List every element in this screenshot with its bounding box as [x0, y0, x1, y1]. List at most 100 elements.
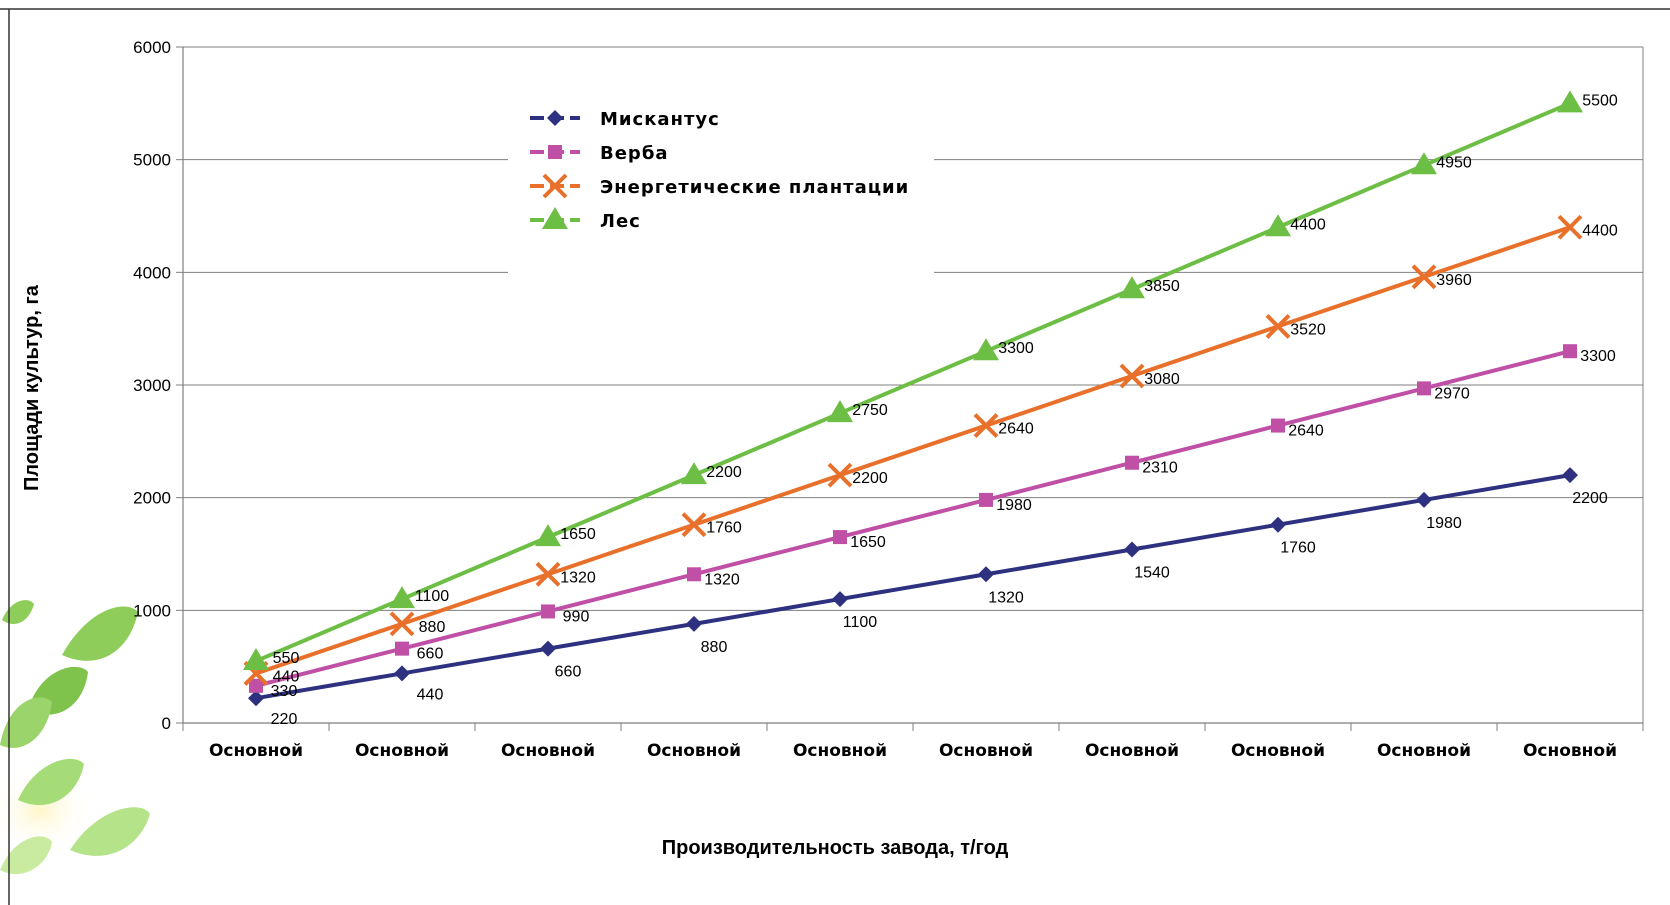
data-label: 3520 — [1290, 321, 1326, 338]
data-label: 1650 — [560, 526, 596, 543]
point-marker-triangle — [1119, 276, 1145, 299]
y-tick-label: 5000 — [133, 151, 171, 170]
data-label: 660 — [417, 646, 444, 663]
y-tick-label: 1000 — [133, 601, 171, 620]
point-marker-triangle — [1411, 152, 1437, 175]
data-label: 2310 — [1142, 460, 1178, 477]
data-label: 2640 — [1288, 423, 1324, 440]
data-label: 550 — [273, 650, 300, 667]
x-tick-labels: Основной Основной Основной Основной Основной… — [209, 741, 1617, 761]
point-marker-triangle — [827, 400, 853, 423]
point-marker-diamond — [1562, 467, 1578, 484]
x-tick-label: Основной — [1523, 741, 1617, 761]
x-tick-label: Основной — [793, 741, 887, 761]
x-tick-label: Основной — [939, 741, 1033, 761]
point-marker-x — [1119, 363, 1145, 389]
data-label: 5500 — [1582, 92, 1618, 109]
decorative-leaves — [0, 600, 150, 875]
data-label: 440 — [273, 668, 300, 685]
point-marker-x — [827, 462, 853, 488]
point-marker-triangle — [1265, 214, 1291, 237]
point-marker-triangle — [973, 338, 999, 361]
data-label: 880 — [419, 619, 446, 636]
point-marker-triangle — [681, 462, 707, 485]
point-marker-square — [979, 492, 993, 507]
data-label: 2640 — [998, 421, 1034, 438]
legend-label: Мискантус — [600, 109, 720, 130]
y-axis-title: Площади культур, га — [21, 284, 43, 491]
series-line — [255, 349, 1571, 688]
point-marker-diamond — [978, 566, 994, 583]
data-label: 2200 — [706, 464, 742, 481]
y-tick-labels: 0 1000 2000 3000 4000 5000 6000 — [133, 38, 171, 733]
data-label: 990 — [563, 608, 590, 625]
data-label: 440 — [417, 686, 444, 703]
data-label: 3080 — [1144, 371, 1180, 388]
data-label: 1320 — [560, 569, 596, 586]
x-tick-label: Основной — [647, 741, 741, 761]
series-line — [255, 473, 1571, 701]
data-label: 2200 — [1572, 490, 1608, 507]
point-marker-x — [542, 173, 568, 199]
point-marker-x — [681, 512, 707, 538]
data-label: 1100 — [415, 588, 450, 605]
point-marker-triangle — [389, 586, 415, 609]
data-label: 1100 — [843, 614, 878, 631]
y-tick-label: 6000 — [133, 38, 171, 57]
point-marker-triangle — [542, 207, 568, 229]
data-label: 3300 — [1580, 348, 1616, 365]
data-label: 2970 — [1434, 385, 1470, 402]
point-marker-square — [395, 641, 409, 656]
legend-label: Верба — [600, 143, 669, 164]
point-marker-square — [1563, 344, 1577, 359]
point-marker-x — [1265, 313, 1291, 339]
data-label: 1540 — [1134, 564, 1170, 581]
data-label: 1760 — [706, 520, 742, 537]
y-tick-label: 4000 — [133, 263, 171, 282]
point-marker-diamond — [1416, 491, 1432, 508]
point-marker-diamond — [1270, 516, 1286, 533]
x-axis-title: Производительность завода, т/год — [662, 837, 1009, 859]
point-marker-diamond — [686, 615, 702, 632]
point-marker-x — [389, 611, 415, 637]
point-marker-square — [833, 530, 847, 545]
point-marker-square — [249, 678, 263, 693]
axes — [182, 47, 1644, 731]
x-tick-label: Основной — [1377, 741, 1471, 761]
legend: Мискантус Верба Энергетические плантации Ле… — [508, 96, 934, 274]
data-label: 1650 — [850, 534, 886, 551]
legend-label: Энергетические плантации — [600, 177, 909, 198]
x-tick-label: Основной — [1231, 741, 1325, 761]
point-marker-x — [1411, 264, 1437, 290]
point-marker-diamond — [547, 110, 563, 126]
point-marker-square — [1271, 418, 1285, 433]
y-tick-label: 2000 — [133, 489, 171, 508]
data-label: 660 — [555, 664, 582, 681]
point-marker-triangle — [243, 648, 269, 671]
data-label: 3300 — [998, 340, 1034, 357]
data-label: 4400 — [1290, 216, 1326, 233]
point-marker-square — [687, 567, 701, 582]
data-label: 220 — [271, 711, 298, 728]
point-marker-x — [535, 561, 561, 587]
data-label: 2200 — [852, 470, 888, 487]
data-label: 1320 — [988, 589, 1024, 606]
data-label: 3850 — [1144, 278, 1180, 295]
y-tick-label: 0 — [162, 714, 171, 733]
series-lines — [243, 90, 1583, 707]
x-tick-label: Основной — [501, 741, 595, 761]
data-labels: 220 440 660 880 1100 1320 1540 1760 1980 2200 330 6… — [271, 92, 1618, 728]
legend-label: Лес — [600, 211, 641, 232]
data-label: 4950 — [1436, 154, 1472, 171]
data-label: 1980 — [996, 497, 1032, 514]
point-marker-triangle — [1557, 90, 1583, 113]
series-line — [255, 101, 1571, 663]
x-tick-label: Основной — [1085, 741, 1179, 761]
point-marker-x — [973, 413, 999, 438]
point-marker-diamond — [832, 591, 848, 608]
point-marker-triangle — [535, 524, 561, 547]
point-marker-square — [541, 604, 555, 619]
point-marker-diamond — [394, 665, 410, 682]
data-label: 1320 — [704, 571, 740, 588]
